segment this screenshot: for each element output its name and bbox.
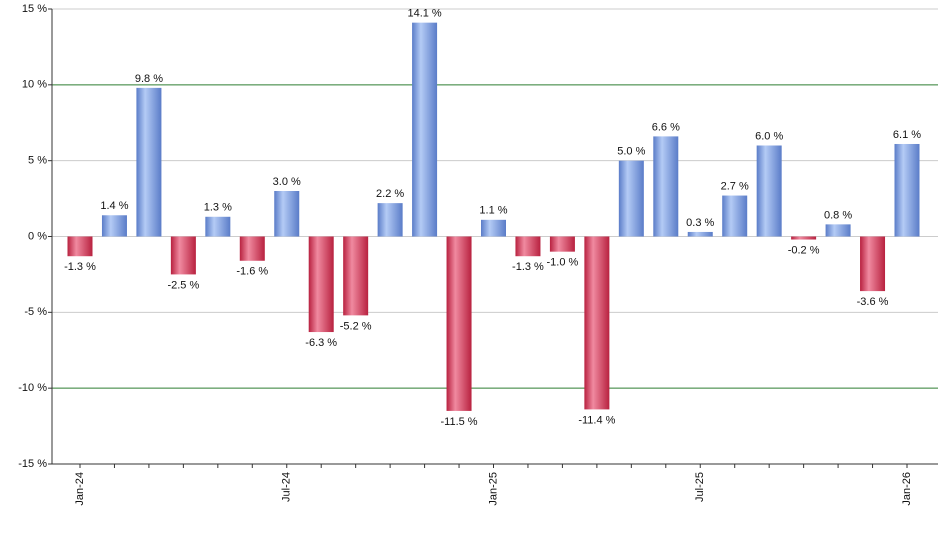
bar [67, 236, 93, 257]
bar [549, 236, 575, 252]
value-label: -5.2 % [340, 320, 372, 332]
bar [239, 236, 265, 261]
bar [756, 145, 782, 237]
value-label: 1.1 % [479, 205, 507, 217]
value-label: 2.7 % [721, 180, 749, 192]
value-label: -11.4 % [578, 414, 615, 426]
bar [343, 236, 369, 316]
bar [584, 236, 610, 410]
value-label: -1.3 % [64, 261, 96, 273]
bar [894, 143, 920, 237]
bar [791, 236, 817, 240]
value-label: 6.0 % [755, 130, 783, 142]
y-tick-label: 15 % [22, 3, 47, 15]
value-label: -1.6 % [236, 266, 268, 278]
bar [205, 216, 231, 237]
value-label: -3.6 % [857, 296, 889, 308]
value-label: -6.3 % [305, 337, 337, 349]
x-tick-label: Jan-25 [487, 472, 499, 506]
x-tick-label: Jan-26 [901, 472, 913, 506]
value-label: -1.0 % [547, 257, 579, 269]
bar [308, 236, 334, 333]
value-label: 5.0 % [617, 146, 645, 158]
value-label: 1.3 % [204, 202, 232, 214]
value-label: -11.5 % [440, 416, 477, 428]
bar [377, 203, 403, 237]
x-tick-label: Jul-24 [281, 472, 293, 502]
bar [515, 236, 541, 257]
value-label: 3.0 % [273, 176, 301, 188]
y-tick-label: -15 % [18, 458, 47, 470]
x-tick-label: Jul-25 [694, 472, 706, 502]
value-label: 2.2 % [376, 188, 404, 200]
value-label: 0.3 % [686, 217, 714, 229]
value-label: 6.6 % [652, 121, 680, 133]
bar [860, 236, 886, 292]
value-label: 1.4 % [100, 200, 128, 212]
y-tick-label: 10 % [22, 79, 47, 91]
bar [618, 160, 644, 237]
value-label: -1.3 % [512, 261, 544, 273]
bar [653, 136, 679, 237]
bar [481, 219, 506, 237]
value-label: 9.8 % [135, 73, 163, 85]
bar [687, 231, 713, 237]
bar [825, 224, 851, 237]
value-label: -2.5 % [167, 279, 199, 291]
y-tick-label: 0 % [28, 230, 47, 242]
bar [136, 87, 162, 237]
value-label: -0.2 % [788, 244, 820, 256]
bar [101, 215, 127, 237]
x-tick-label: Jan-24 [74, 472, 86, 506]
value-label: 0.8 % [824, 209, 852, 221]
bar [722, 195, 748, 237]
bar [446, 236, 472, 411]
y-tick-label: 5 % [28, 155, 47, 167]
bar [170, 236, 196, 275]
y-tick-label: -5 % [24, 306, 47, 318]
bar [274, 191, 300, 237]
value-label: 14.1 % [407, 8, 441, 20]
value-label: 6.1 % [893, 129, 921, 141]
bar [412, 22, 438, 237]
y-tick-label: -10 % [18, 382, 47, 394]
